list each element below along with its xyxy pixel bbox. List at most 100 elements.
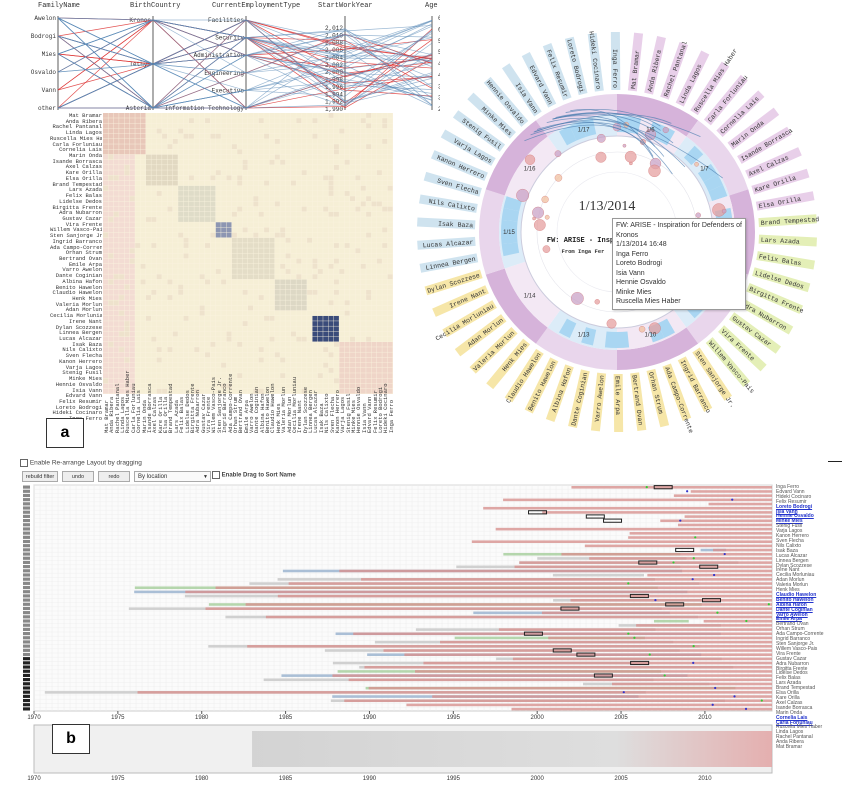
timeline-row-label[interactable]: Stenig Fusil bbox=[776, 523, 803, 530]
timeline-row-label[interactable]: Hideki Cocinaro bbox=[776, 493, 812, 500]
timeline-row-label[interactable]: Gustav Cazar bbox=[776, 655, 807, 662]
matrix-cell bbox=[172, 279, 178, 285]
timeline-row-label[interactable]: Isande Borrasca bbox=[776, 704, 813, 711]
matrix-cell bbox=[205, 211, 211, 217]
matrix-cell bbox=[199, 175, 205, 181]
timeline-row-label[interactable]: Henk Mies bbox=[776, 587, 800, 594]
timeline-row-label[interactable]: Sten Sanjorge Jr. bbox=[776, 641, 815, 647]
radial-current-date: 1/13/2014 bbox=[579, 199, 636, 214]
drag-sort-toggle[interactable]: Enable Drag to Sort Name bbox=[212, 471, 296, 479]
timeline-row-label[interactable]: Anda Ribera bbox=[776, 739, 804, 746]
matrix-cell bbox=[344, 357, 350, 363]
timeline-row-label[interactable]: Ada Campo-Corrente bbox=[776, 631, 824, 638]
timeline-row-label[interactable]: Isia Vann bbox=[776, 508, 798, 515]
timeline-row-label[interactable]: Elsa Orilla bbox=[776, 690, 799, 697]
matrix-cell bbox=[360, 279, 366, 285]
timeline-row-label[interactable]: Felix Balas bbox=[776, 675, 801, 682]
timeline-row-label[interactable]: Lidelse Dedos bbox=[776, 670, 808, 677]
timeline-row-label[interactable]: Nils Calixto bbox=[776, 542, 802, 549]
timeline-row-label[interactable]: Cecilia Morluniau bbox=[776, 572, 815, 579]
timeline-row-label[interactable]: Varja Lagos bbox=[776, 528, 803, 535]
timeline-row-label[interactable]: Felix Resumir bbox=[776, 498, 807, 505]
timeline-row-label[interactable]: Cornelia Lais bbox=[776, 714, 808, 721]
matrix-cell bbox=[210, 118, 216, 124]
matrix-cell bbox=[151, 222, 157, 228]
timeline-toolbar: Enable Re-arrange Layout by dragging bbox=[20, 459, 810, 483]
timeline-row-label[interactable]: Benito Hawelon bbox=[776, 596, 814, 603]
timeline-row-label[interactable]: Edvard Vann bbox=[776, 488, 805, 495]
rebuild-filter-button[interactable]: rebuild filter bbox=[22, 471, 58, 482]
timeline-row-label[interactable]: Kare Orilla bbox=[776, 694, 800, 701]
timeline-row-label[interactable]: Rachel Pantanal bbox=[776, 734, 813, 741]
timeline-row-label[interactable]: Dante Coginian bbox=[776, 606, 813, 613]
timeline-row-label[interactable]: Emile Arpa bbox=[776, 616, 802, 623]
redo-button[interactable]: redo bbox=[98, 471, 130, 482]
matrix-cell bbox=[205, 378, 211, 384]
matrix-cell bbox=[280, 237, 286, 243]
timeline-row-label[interactable]: Carla Forluniau bbox=[776, 719, 813, 726]
timeline-row-label[interactable]: Varro Awelon bbox=[776, 611, 808, 618]
matrix-cell bbox=[162, 362, 168, 368]
timeline-row-label[interactable]: Orhan Strum bbox=[776, 626, 805, 633]
timeline-row-label[interactable]: Willem Vasco-Pais bbox=[776, 645, 818, 652]
timeline-row-label[interactable]: Inga Ferro bbox=[776, 484, 800, 490]
matrix-cell bbox=[135, 341, 141, 347]
employment-timeline-chart[interactable]: 1970 1975 1980 1985 1990 1995 2000 2005 20101970… bbox=[20, 483, 780, 783]
timeline-row-label[interactable]: Albina Hafon bbox=[776, 601, 807, 608]
layout-select[interactable]: By location ▼ bbox=[134, 471, 211, 482]
undo-button[interactable]: undo bbox=[62, 471, 94, 482]
timeline-row-label[interactable]: Mat Bramar bbox=[776, 744, 803, 751]
parallel-coordinates-plot[interactable]: AwelonBodrogiMiesOsvaldoVannotherKronosT… bbox=[0, 10, 440, 115]
matrix-cell bbox=[172, 206, 178, 212]
matrix-cell bbox=[162, 321, 168, 326]
timeline-row-label[interactable]: Sven Flecha bbox=[776, 537, 804, 544]
rearrange-checkbox[interactable] bbox=[20, 459, 28, 467]
matrix-cell bbox=[129, 347, 135, 352]
timeline-row-label[interactable]: Ruscella Mies Haber bbox=[776, 724, 823, 731]
timeline-row-label[interactable]: Lucas Alcazar bbox=[776, 552, 808, 559]
timeline-row-label[interactable]: Marin Onda bbox=[776, 709, 803, 716]
matrix-cell bbox=[103, 378, 108, 384]
matrix-cell bbox=[387, 237, 393, 243]
timeline-row-label[interactable]: Linnea Bergen bbox=[776, 557, 809, 564]
timeline-row-label[interactable]: Hennie Osvaldo bbox=[776, 513, 814, 520]
matrix-cell bbox=[113, 383, 119, 389]
timeline-row-label[interactable]: Vira Frente bbox=[776, 650, 801, 657]
matrix-cell bbox=[124, 159, 130, 165]
matrix-cell bbox=[328, 253, 334, 259]
timeline-row-label[interactable]: Dylan Scozzese bbox=[776, 562, 812, 569]
timeline-row-label[interactable]: Birgitta Frente bbox=[776, 665, 808, 672]
timeline-row-label[interactable]: Lars Azada bbox=[776, 680, 802, 687]
timeline-row-label[interactable]: Claudio Hawelon bbox=[776, 591, 817, 598]
timeline-row-label[interactable]: Minke Mies bbox=[776, 518, 803, 525]
adjacency-matrix[interactable] bbox=[103, 113, 393, 394]
matrix-cell bbox=[274, 243, 280, 248]
timeline-row-label[interactable]: Adra Nubarron bbox=[776, 660, 809, 667]
timeline-row-label[interactable]: Adan Morlun bbox=[776, 577, 805, 584]
matrix-cell bbox=[333, 128, 339, 134]
timeline-row-label[interactable]: Irene Nant bbox=[776, 567, 800, 574]
timeline-row-label[interactable]: Valeria Morlun bbox=[776, 582, 808, 589]
matrix-cell bbox=[151, 383, 157, 389]
pc-employment-label: Facilities bbox=[208, 17, 244, 24]
timeline-row-label[interactable]: Axel Calzas bbox=[776, 699, 803, 706]
timeline-row-label[interactable]: Brand Tempestad bbox=[776, 685, 816, 692]
matrix-cell bbox=[145, 326, 151, 332]
matrix-cell bbox=[296, 133, 302, 139]
matrix-cell bbox=[231, 315, 237, 321]
matrix-cell bbox=[145, 321, 151, 326]
timeline-row-label[interactable]: Isak Baza bbox=[776, 547, 798, 554]
timeline-row-label[interactable]: Bertrand Ovan bbox=[776, 621, 809, 628]
timeline-row-label[interactable]: Linda Lagos bbox=[776, 729, 804, 736]
timeline-row-label[interactable]: Ingrid Barranco bbox=[776, 636, 811, 643]
matrix-cell bbox=[210, 331, 216, 337]
matrix-cell bbox=[226, 180, 232, 186]
matrix-cell bbox=[339, 113, 345, 118]
timeline-row-label[interactable]: Kanon Herrero bbox=[776, 533, 809, 540]
timeline-row-label[interactable]: Loreto Bodrogi bbox=[776, 503, 813, 510]
drag-sort-checkbox[interactable] bbox=[212, 471, 220, 479]
matrix-cell bbox=[339, 128, 345, 134]
matrix-cell bbox=[269, 373, 275, 378]
matrix-cell bbox=[328, 191, 334, 196]
matrix-cell bbox=[301, 336, 307, 342]
